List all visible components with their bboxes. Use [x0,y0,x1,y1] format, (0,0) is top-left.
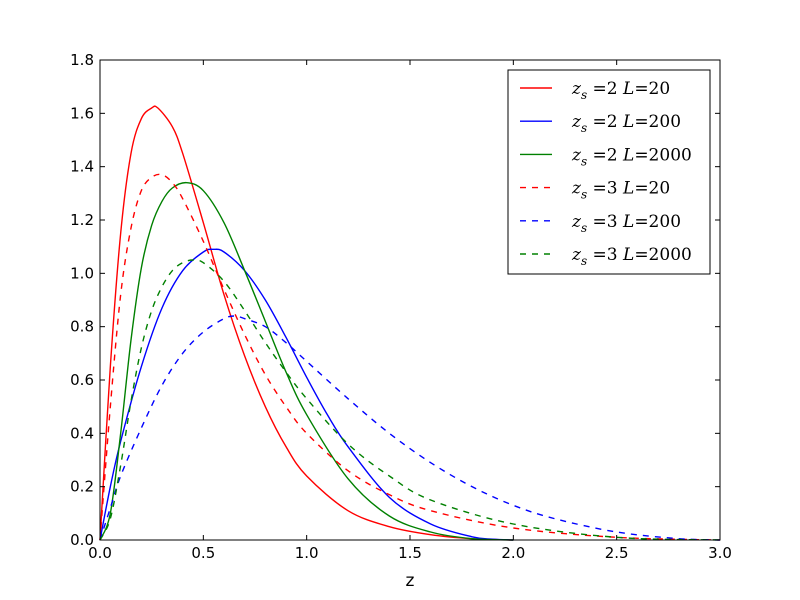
y-tick-label: 1.4 [70,158,94,176]
y-tick-label: 0.8 [70,318,94,336]
series-line-6 [99,259,721,541]
series-line-3 [99,181,514,541]
y-tick-label: 0.6 [70,371,94,389]
legend-label-6: zs =3 L=2000 [571,245,692,268]
x-tick-label: 1.0 [295,544,319,562]
y-tick-label: 1.0 [70,264,94,282]
x-tick-label: 3.0 [708,544,732,562]
y-tick-label: 0.2 [70,478,94,496]
y-tick-label: 1.2 [70,211,94,229]
legend-label-4: zs =3 L=20 [571,179,670,202]
legend-label-2: zs =2 L=200 [571,112,681,135]
x-axis-label: z [406,571,415,591]
series-layer [99,105,721,541]
legend: zs =2 L=20 zs =2 L=200 zs =2 L=2000 zs =3 L… [507,69,711,275]
y-tick-label: 1.6 [70,104,94,122]
series-line-2 [99,248,514,541]
legend-items: zs =2 L=20 zs =2 L=200 zs =2 L=2000 zs =3 L… [520,79,692,268]
x-tick-label: 2.5 [605,544,629,562]
series-line-1 [99,105,514,541]
x-tick-label: 0.5 [191,544,215,562]
x-tick-label: 0.0 [88,544,112,562]
x-tick-label: 1.5 [398,544,422,562]
series-line-5 [99,315,721,541]
legend-label-1: zs =2 L=20 [571,79,670,102]
y-tick-label: 0.4 [70,424,94,442]
tick-layer: 0.0 0.5 1.0 1.5 2.0 2.5 3.0 0.0 0.2 0.4 0.6 0.8 1.0 1… [70,51,732,562]
y-tick-label: 1.8 [70,51,94,69]
legend-label-5: zs =3 L=200 [571,212,681,235]
legend-frame [507,69,711,275]
x-tick-label: 2.0 [501,544,525,562]
y-tick-label: 0.0 [70,531,94,549]
legend-label-3: zs =2 L=2000 [571,145,692,168]
